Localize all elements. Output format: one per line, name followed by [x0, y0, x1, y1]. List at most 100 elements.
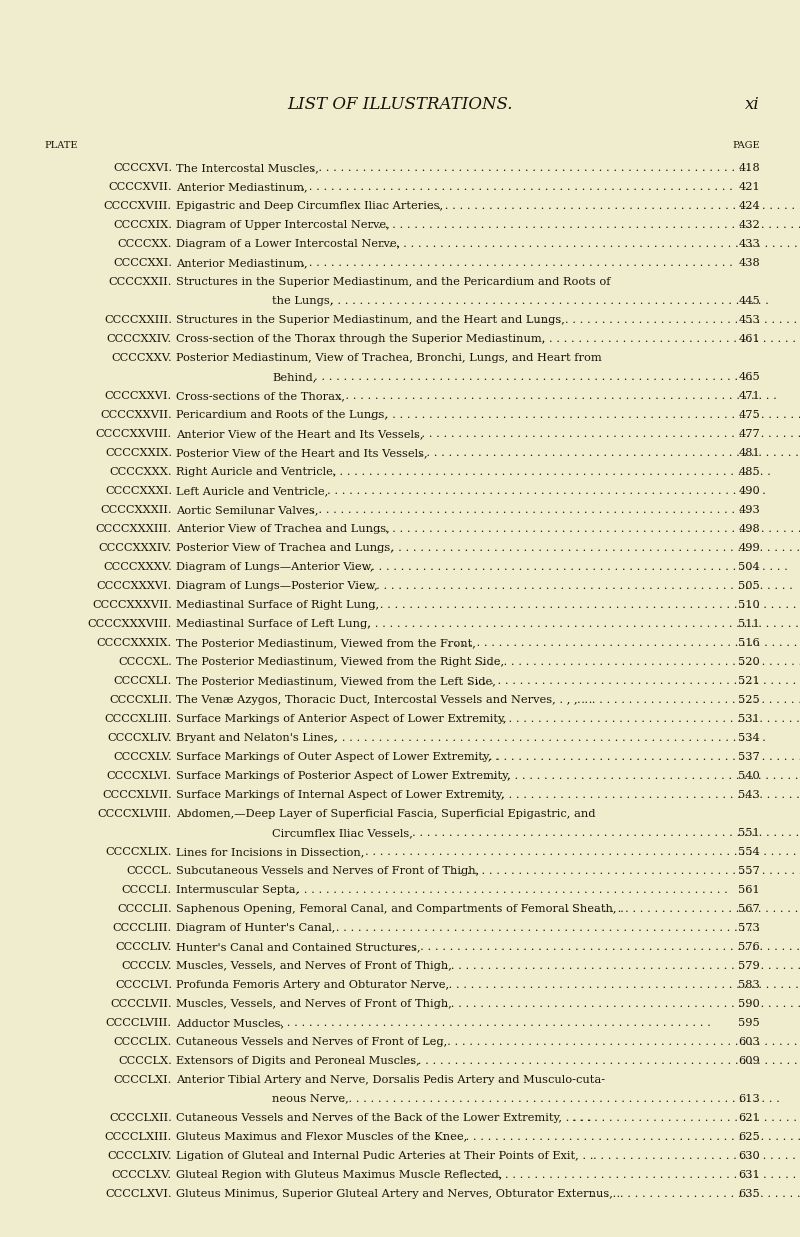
- Text: Muscles, Vessels, and Nerves of Front of Thigh,: Muscles, Vessels, and Nerves of Front of…: [176, 998, 452, 1008]
- Text: . . . . . . . . . . . . . . . . . . . . . . . . . . . . . . . . . . . . . . . . : . . . . . . . . . . . . . . . . . . . . …: [512, 334, 800, 344]
- Text: . . . . . . . . . . . . . . . . . . . . . . . . . . . . . . . . . . . . . . . . : . . . . . . . . . . . . . . . . . . . . …: [370, 411, 800, 421]
- Text: 537: 537: [738, 752, 760, 762]
- Text: . . . . . . . . . . . . . . . . . . . . . . . . . . . . . . . . . . . . . . . . : . . . . . . . . . . . . . . . . . . . . …: [342, 1094, 784, 1103]
- Text: CCCCXXXIV.: CCCCXXXIV.: [98, 543, 172, 553]
- Text: . . . . . . . . . . . . . . . . . . . . . . . . . . . . . . . . . . . . . . . . : . . . . . . . . . . . . . . . . . . . . …: [327, 486, 770, 496]
- Text: Anterior View of Trachea and Lungs,: Anterior View of Trachea and Lungs,: [176, 524, 390, 534]
- Text: The Venæ Azygos, Thoracic Duct, Intercostal Vessels and Nerves, . , , . .: The Venæ Azygos, Thoracic Duct, Intercos…: [176, 695, 592, 705]
- Text: Mediastinal Surface of Left Lung,: Mediastinal Surface of Left Lung,: [176, 618, 371, 628]
- Text: The Posterior Mediastinum, Viewed from the Front,: The Posterior Mediastinum, Viewed from t…: [176, 638, 476, 648]
- Text: CCCCXXIV.: CCCCXXIV.: [106, 334, 172, 344]
- Text: 543: 543: [738, 790, 760, 800]
- Text: 493: 493: [738, 505, 760, 515]
- Text: . . . . . . . . . . . . . . . . . . . . . . . . . . . . . . . . . . . . . . . . : . . . . . . . . . . . . . . . . . . . . …: [479, 790, 800, 800]
- Text: 603: 603: [738, 1037, 760, 1047]
- Text: . . . . . . . . . . . . . . . . . . . . . . . . . . . . . . . . . . . . . . . . : . . . . . . . . . . . . . . . . . . . . …: [294, 259, 737, 268]
- Text: Surface Markings of Internal Aspect of Lower Extremity,: Surface Markings of Internal Aspect of L…: [176, 790, 505, 800]
- Text: CCCCXL.: CCCCXL.: [118, 657, 172, 667]
- Text: 438: 438: [738, 259, 760, 268]
- Text: 630: 630: [738, 1150, 760, 1160]
- Text: . . . . . . . . . . . . . . . . . . . . . . . . . . . . . . . . . . . . . . . . : . . . . . . . . . . . . . . . . . . . . …: [425, 1037, 800, 1047]
- Text: CCCCXLV.: CCCCXLV.: [114, 752, 172, 762]
- Text: Profunda Femoris Artery and Obturator Nerve,: Profunda Femoris Artery and Obturator Ne…: [176, 980, 449, 990]
- Text: 557: 557: [738, 866, 760, 876]
- Text: . . . . . . . . . . . . . . . . . . . . . . . . . . . . . . . . . . . . . . . . : . . . . . . . . . . . . . . . . . . . . …: [330, 296, 773, 307]
- Text: . . . . . . . . . . . . . . . . . . . . . . . . . . . . . . . . . . . . . . . . : . . . . . . . . . . . . . . . . . . . . …: [468, 1170, 800, 1180]
- Text: CCCCXLVI.: CCCCXLVI.: [106, 771, 172, 781]
- Text: CCCCXXXII.: CCCCXXXII.: [100, 505, 172, 515]
- Text: 477: 477: [738, 429, 760, 439]
- Text: CCCCXXXIX.: CCCCXXXIX.: [97, 638, 172, 648]
- Text: Cutaneous Vessels and Nerves of Front of Leg,: Cutaneous Vessels and Nerves of Front of…: [176, 1037, 447, 1047]
- Text: CCCCXXXVII.: CCCCXXXVII.: [92, 600, 172, 610]
- Text: Mediastinal Surface of Right Lung,: Mediastinal Surface of Right Lung,: [176, 600, 379, 610]
- Text: CCCCXVI.: CCCCXVI.: [113, 163, 172, 173]
- Text: . . . . . . . . . . . . . . . . . . . . . . . . . . . . . . . . . . . . . . . . : . . . . . . . . . . . . . . . . . . . . …: [365, 847, 800, 857]
- Text: 510: 510: [738, 600, 760, 610]
- Text: Gluteal Region with Gluteus Maximus Muscle Reflected,: Gluteal Region with Gluteus Maximus Musc…: [176, 1170, 502, 1180]
- Text: . . . . . . . . . . . . . . . . . . . . . . . . . . . . . . . . . . . . . . . . : . . . . . . . . . . . . . . . . . . . . …: [436, 961, 800, 971]
- Text: Right Auricle and Ventricle,: Right Auricle and Ventricle,: [176, 468, 337, 477]
- Text: CCCCXXVII.: CCCCXXVII.: [100, 411, 172, 421]
- Text: 424: 424: [738, 202, 760, 212]
- Text: 521: 521: [738, 675, 760, 687]
- Text: . . . . . . . . . . . . . . . . . . . . . . . . . . . . . . . . . . . . . . . . : . . . . . . . . . . . . . . . . . . . . …: [403, 1055, 800, 1066]
- Text: Diagram of Upper Intercostal Nerve,: Diagram of Upper Intercostal Nerve,: [176, 220, 390, 230]
- Text: . . . . . . . . . . . . . . . . . . . . . . . . . . . . . . . . . . . . . . . . : . . . . . . . . . . . . . . . . . . . . …: [430, 202, 800, 212]
- Text: Diagram of Lungs—Posterior View,: Diagram of Lungs—Posterior View,: [176, 581, 378, 591]
- Text: LIST OF ILLUSTRATIONS.: LIST OF ILLUSTRATIONS.: [287, 96, 513, 114]
- Text: Subcutaneous Vessels and Nerves of Front of Thigh,: Subcutaneous Vessels and Nerves of Front…: [176, 866, 479, 876]
- Text: Surface Markings of Anterior Aspect of Lower Extremity,: Surface Markings of Anterior Aspect of L…: [176, 714, 506, 724]
- Text: CCCCXXVIII.: CCCCXXVIII.: [96, 429, 172, 439]
- Text: 453: 453: [738, 315, 760, 325]
- Text: . . . . . . . . . . . . . . . . . . . . . . . . . . . . . . . . . . . . . . . . : . . . . . . . . . . . . . . . . . . . . …: [582, 1189, 800, 1199]
- Text: CCCCLVI.: CCCCLVI.: [115, 980, 172, 990]
- Text: Aortic Semilunar Valves,: Aortic Semilunar Valves,: [176, 505, 318, 515]
- Text: . . . . . . . . . . . . . . . . . . . . . . . . . . . . . . . . . . . . . . . . : . . . . . . . . . . . . . . . . . . . . …: [359, 618, 800, 628]
- Text: Diagram of a Lower Intercostal Nerve,: Diagram of a Lower Intercostal Nerve,: [176, 239, 400, 249]
- Text: 540: 540: [738, 771, 760, 781]
- Text: 475: 475: [738, 411, 760, 421]
- Text: Anterior Tibial Artery and Nerve, Dorsalis Pedis Artery and Musculo-cuta-: Anterior Tibial Artery and Nerve, Dorsal…: [176, 1075, 605, 1085]
- Text: CCCCLVIII.: CCCCLVIII.: [106, 1018, 172, 1028]
- Text: . . . . . . . . . . . . . . . . . . . . . . . . . . . . . . . . . . . . . . . . : . . . . . . . . . . . . . . . . . . . . …: [327, 732, 770, 743]
- Text: CCCCXVII.: CCCCXVII.: [108, 182, 172, 192]
- Text: PLATE: PLATE: [44, 141, 78, 150]
- Text: 631: 631: [738, 1170, 760, 1180]
- Text: 432: 432: [738, 220, 760, 230]
- Text: 485: 485: [738, 468, 760, 477]
- Text: Hunter's Canal and Contained Structures,: Hunter's Canal and Contained Structures,: [176, 941, 421, 951]
- Text: . . . . . . . . . . . . . . . . . . . . . . . . . . . . . . . . . . . . . . . . : . . . . . . . . . . . . . . . . . . . . …: [468, 675, 800, 687]
- Text: . . . . . . . . . . . . . . . . . . . . . . . . . . . . . . . . . . . . . . . . : . . . . . . . . . . . . . . . . . . . . …: [419, 448, 800, 458]
- Text: Gluteus Minimus, Superior Gluteal Artery and Nerves, Obturator Externus, .: Gluteus Minimus, Superior Gluteal Artery…: [176, 1189, 620, 1199]
- Text: Cutaneous Vessels and Nerves of the Back of the Lower Extremity, . . . .: Cutaneous Vessels and Nerves of the Back…: [176, 1112, 591, 1123]
- Text: CCCCLIII.: CCCCLIII.: [113, 923, 172, 933]
- Text: . . . . . . . . . . . . . . . . . . . . . . . . . . . . . . . . . . . . . . . . : . . . . . . . . . . . . . . . . . . . . …: [474, 752, 800, 762]
- Text: 490: 490: [738, 486, 760, 496]
- Text: . . . . . . . . . . . . . . . . . . . . . . . . . . . . . . . . . . . . . . . . : . . . . . . . . . . . . . . . . . . . . …: [289, 884, 731, 894]
- Text: CCCCXXV.: CCCCXXV.: [111, 353, 172, 364]
- Text: CCCCL.: CCCCL.: [126, 866, 172, 876]
- Text: . . . . . . . . . . . . . . . . . . . . . . . . . . . . . . . . . . . . . . . . : . . . . . . . . . . . . . . . . . . . . …: [446, 638, 800, 648]
- Text: CCCCXXVI.: CCCCXXVI.: [105, 391, 172, 401]
- Text: . . . . . . . . . . . . . . . . . . . . . . . . . . . . . . . . . . . . . . . . : . . . . . . . . . . . . . . . . . . . . …: [419, 980, 800, 990]
- Text: . . . . . . . . . . . . . . . . . . . . . . . . . . . . . . . . . . . . . . . . : . . . . . . . . . . . . . . . . . . . . …: [338, 391, 780, 401]
- Text: 573: 573: [738, 923, 760, 933]
- Text: . . . . . . . . . . . . . . . . . . . . . . . . . . . . . . . . . . . . . . . . : . . . . . . . . . . . . . . . . . . . . …: [436, 1132, 800, 1142]
- Text: CCCCXLI.: CCCCXLI.: [114, 675, 172, 687]
- Text: . . . . . . . . . . . . . . . . . . . . . . . . . . . . . . . . . . . . . . . . : . . . . . . . . . . . . . . . . . . . . …: [479, 714, 800, 724]
- Text: 516: 516: [738, 638, 760, 648]
- Text: CCCCXVIII.: CCCCXVIII.: [104, 202, 172, 212]
- Text: . . . . . . . . . . . . . . . . . . . . . . . . . . . . . . . . . . . . . . . . : . . . . . . . . . . . . . . . . . . . . …: [474, 657, 800, 667]
- Text: . . . . . . . . . . . . . . . . . . . . . . . . . . . . . . . . . . . . . . . . : . . . . . . . . . . . . . . . . . . . . …: [485, 771, 800, 781]
- Text: . . . . . . . . . . . . . . . . . . . . . . . . . . . . . . . . . . . . . . . . : . . . . . . . . . . . . . . . . . . . . …: [273, 1018, 715, 1028]
- Text: . . . . . . . . . . . . . . . . . . . . . . . . . . . . . . . . . . . . . . . . : . . . . . . . . . . . . . . . . . . . . …: [349, 562, 791, 571]
- Text: CCCCXLII.: CCCCXLII.: [109, 695, 172, 705]
- Text: Surface Markings of Outer Aspect of Lower Extremity, .: Surface Markings of Outer Aspect of Lowe…: [176, 752, 499, 762]
- Text: Cross-sections of the Thorax,: Cross-sections of the Thorax,: [176, 391, 345, 401]
- Text: . . . . . . . . . . . . . . . . . . . . . . . . . . . . . . . . . . . . . . . . : . . . . . . . . . . . . . . . . . . . . …: [314, 372, 757, 382]
- Text: 471: 471: [738, 391, 760, 401]
- Text: . . . . . . . . . . . . . . . . . . . . . . . . . . . . . . . . . . . . . . . . : . . . . . . . . . . . . . . . . . . . . …: [365, 600, 800, 610]
- Text: 609: 609: [738, 1055, 760, 1066]
- Text: 613: 613: [738, 1094, 760, 1103]
